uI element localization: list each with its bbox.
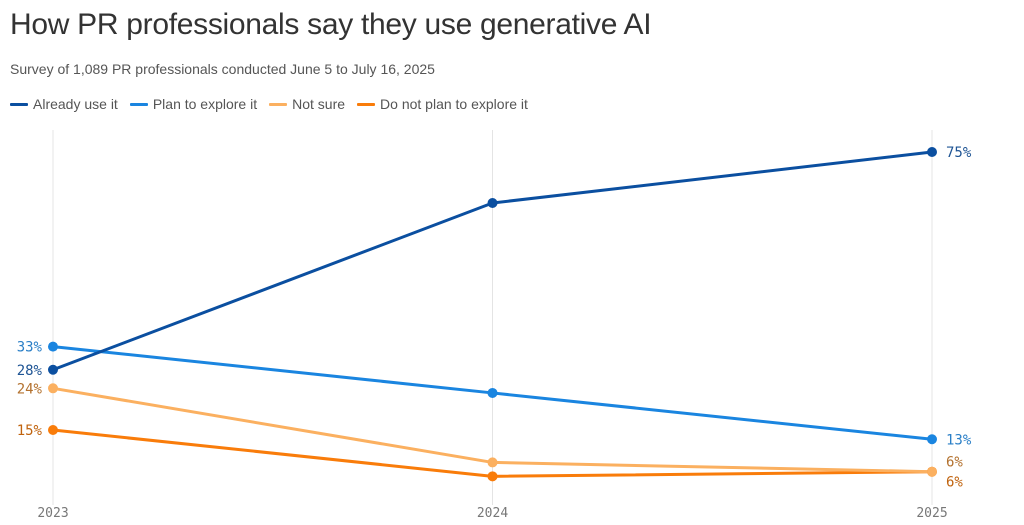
chart-subtitle: Survey of 1,089 PR professionals conduct… <box>10 61 435 77</box>
data-point <box>487 387 498 398</box>
series-points <box>48 147 937 482</box>
data-label-end: 6% <box>946 475 963 491</box>
data-point <box>48 383 58 394</box>
legend-item-plan-to-explore: Plan to explore it <box>129 96 258 112</box>
x-tick-label: 2025 <box>916 506 947 521</box>
data-label-end: 6% <box>946 455 963 471</box>
data-label-start: 24% <box>17 381 43 397</box>
legend-item-already-use: Already use it <box>10 96 118 112</box>
x-axis-ticks: 2023 2024 2025 <box>37 506 947 521</box>
legend-label: Not sure <box>292 96 346 112</box>
x-tick-label: 2023 <box>37 506 68 521</box>
legend-label: Do not plan to explore it <box>380 96 528 112</box>
data-label-start: 28% <box>17 363 43 379</box>
data-point <box>48 341 58 352</box>
data-point <box>927 434 937 445</box>
legend-swatch <box>269 102 288 106</box>
gridlines <box>52 130 933 505</box>
data-label-start: 15% <box>17 423 43 439</box>
data-label-end: 75% <box>946 145 972 161</box>
data-label-start: 33% <box>17 340 43 356</box>
legend-label: Already use it <box>33 96 118 112</box>
data-label-end: 13% <box>946 432 972 448</box>
legend-item-not-sure: Not sure <box>269 96 345 112</box>
data-point <box>48 364 58 375</box>
data-point <box>487 197 498 208</box>
x-tick-label: 2024 <box>477 506 508 521</box>
chart-title: How PR professionals say they use genera… <box>10 8 652 41</box>
legend-swatch <box>10 102 28 106</box>
legend-item-do-not-plan: Do not plan to explore it <box>357 96 528 112</box>
data-point <box>487 471 498 482</box>
legend-swatch <box>357 102 376 106</box>
data-labels: 28% 33% 24% 15% 75% 13% 6% 6% <box>17 145 972 491</box>
data-point <box>487 457 498 468</box>
legend-label: Plan to explore it <box>152 96 258 112</box>
data-point <box>927 147 937 158</box>
legend-swatch <box>129 102 148 106</box>
legend: Already use it Plan to explore it Not su… <box>10 96 528 112</box>
data-point <box>48 425 58 436</box>
data-point <box>927 466 937 477</box>
